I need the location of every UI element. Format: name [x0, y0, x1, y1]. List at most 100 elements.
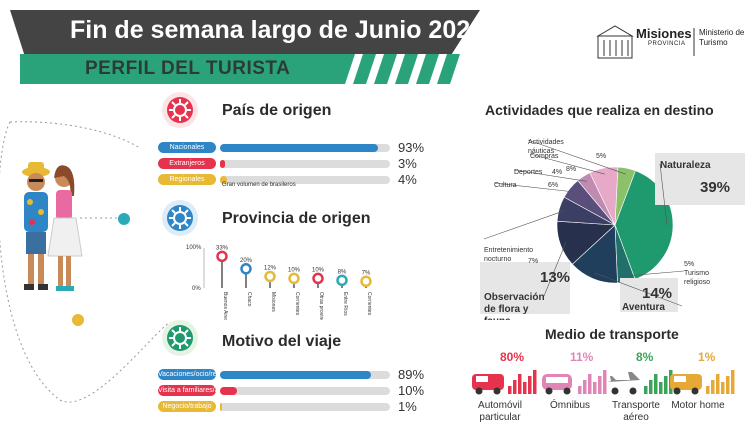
pie-value-label: 4% [552, 169, 562, 176]
pie-leader-line [529, 153, 605, 175]
lollipop-marker [264, 270, 276, 283]
pie-category-label: Deportes [514, 169, 543, 176]
lollipop-category-label: Buenos Aires [222, 292, 228, 320]
bar-category-pill: Extranjeros [158, 158, 216, 169]
pie-category-label: Naturaleza [660, 160, 711, 171]
activities-pie-chart: Naturaleza39%Turismoreligioso5%Aventura1… [480, 139, 745, 320]
transport-value-label: 80% [500, 350, 525, 364]
decorative-bar [583, 380, 587, 394]
decorative-bar [659, 382, 663, 394]
bar-fill [220, 160, 226, 168]
lollipop-value-label: 7% [362, 270, 371, 276]
bar-category-pill: Negocio/trabajo [158, 401, 216, 412]
pie-leader-line [513, 169, 587, 182]
logo-province: PROVINCIA [648, 41, 686, 47]
lollipop-marker [216, 250, 228, 263]
bar-track [220, 144, 390, 152]
transport-value-label: 8% [636, 350, 654, 364]
decorative-bar [664, 376, 668, 394]
pie-value-label: 8% [566, 166, 576, 173]
bar-category-pill: Vacaciones/ocio/recreación [158, 369, 216, 380]
pie-category-label: Aventura [622, 302, 665, 313]
gear-icon [162, 92, 198, 128]
bar-value-label: 89% [398, 367, 425, 382]
decorative-bar [523, 382, 527, 394]
pie-category-label: Compras [530, 153, 559, 160]
bar-track [220, 371, 390, 379]
pie-leader-line [493, 182, 575, 193]
lollipop-category-label: Corrientes [366, 292, 372, 316]
bar-fill [220, 371, 372, 379]
lollipop-marker [240, 263, 252, 275]
lollipop-category-label: Entre Ríos [342, 292, 348, 316]
lollipop-value-label: 8% [338, 269, 347, 275]
pie-value-label: 14% [642, 285, 672, 302]
decorative-bar [716, 374, 720, 394]
pie-category-label: nocturno [484, 256, 511, 263]
transport-label: Motor home [671, 400, 725, 411]
pie-category-label: Actividades [528, 139, 564, 146]
lollipop-category-label: Otras provincias [318, 292, 324, 320]
airplane-icon [608, 370, 673, 395]
province-title: Provincia de origen [222, 210, 371, 227]
lollipop-marker [360, 275, 372, 288]
bar-category-pill: Nacionales [158, 142, 216, 153]
pie-category-label: Turismo [684, 270, 709, 277]
decorative-bar [711, 380, 715, 394]
origin-title: País de origen [222, 102, 332, 119]
bar-track [220, 403, 390, 411]
logo-name: Misiones [636, 26, 692, 41]
pie-leader-line [483, 210, 566, 240]
bar-track [220, 176, 390, 184]
decorative-bar [603, 370, 607, 394]
pie-leader-line [659, 163, 668, 226]
decorative-bar [644, 386, 648, 394]
pie-value-label: 5% [596, 153, 606, 160]
lollipop-category-label: Misiones [270, 292, 276, 312]
pie-leader-line [625, 270, 685, 277]
decorative-bar [649, 380, 653, 394]
bus-icon [542, 370, 607, 395]
transport-label: Ómnibus [549, 400, 590, 411]
decorative-bar [598, 376, 602, 394]
decorative-bar [533, 370, 537, 394]
lollipop-value-label: 12% [264, 265, 277, 271]
decorative-bar [528, 376, 532, 394]
header-stripes [20, 54, 460, 84]
decorative-bar [721, 382, 725, 394]
page-subtitle: PERFIL DEL TURISTA [85, 58, 291, 79]
lollipop-marker [336, 274, 348, 287]
bar-track [220, 387, 390, 395]
pie-category-label: Entretenimiento [484, 247, 533, 254]
bar-category-pill: Regionales [158, 174, 216, 185]
pie-leader-line [527, 139, 626, 175]
pie-value-label: 6% [548, 182, 558, 189]
bar-value-label: 1% [398, 399, 417, 414]
pie-category-label: religioso [684, 279, 710, 286]
connector-dot [72, 314, 84, 326]
pie-category-label: Observación [484, 292, 545, 303]
decorative-bar [593, 382, 597, 394]
bar-fill [220, 176, 227, 184]
lollipop-category-label: Chaco [246, 292, 252, 307]
lollipop-value-label: 33% [216, 245, 229, 251]
lollipop-marker [312, 272, 324, 285]
decorative-bar [513, 380, 517, 394]
decorative-bar [654, 374, 658, 394]
bar-value-label: 3% [398, 156, 417, 171]
pie-value-label: 13% [540, 269, 570, 286]
province-lollipop-chart: 33% Buenos Aires 20% Chaco 12% Misiones 10% Cor… [203, 245, 372, 320]
pie-value-label: 7% [528, 258, 538, 265]
decorative-bar [578, 386, 582, 394]
government-logo [596, 25, 695, 59]
origin-note: Gran volumen de brasileros [222, 182, 296, 188]
pie-category-label: fauna [484, 316, 511, 320]
axis-top-label: 100% [186, 245, 202, 251]
pie-category-label: náuticas [528, 148, 555, 155]
page-title: Fin de semana largo de Junio 2022 [70, 16, 485, 44]
gear-icon [162, 200, 198, 236]
decorative-bar [508, 386, 512, 394]
pie-category-label: Cultura [494, 182, 517, 189]
tourists-illustration [0, 121, 171, 403]
pie-label-box [655, 153, 745, 205]
